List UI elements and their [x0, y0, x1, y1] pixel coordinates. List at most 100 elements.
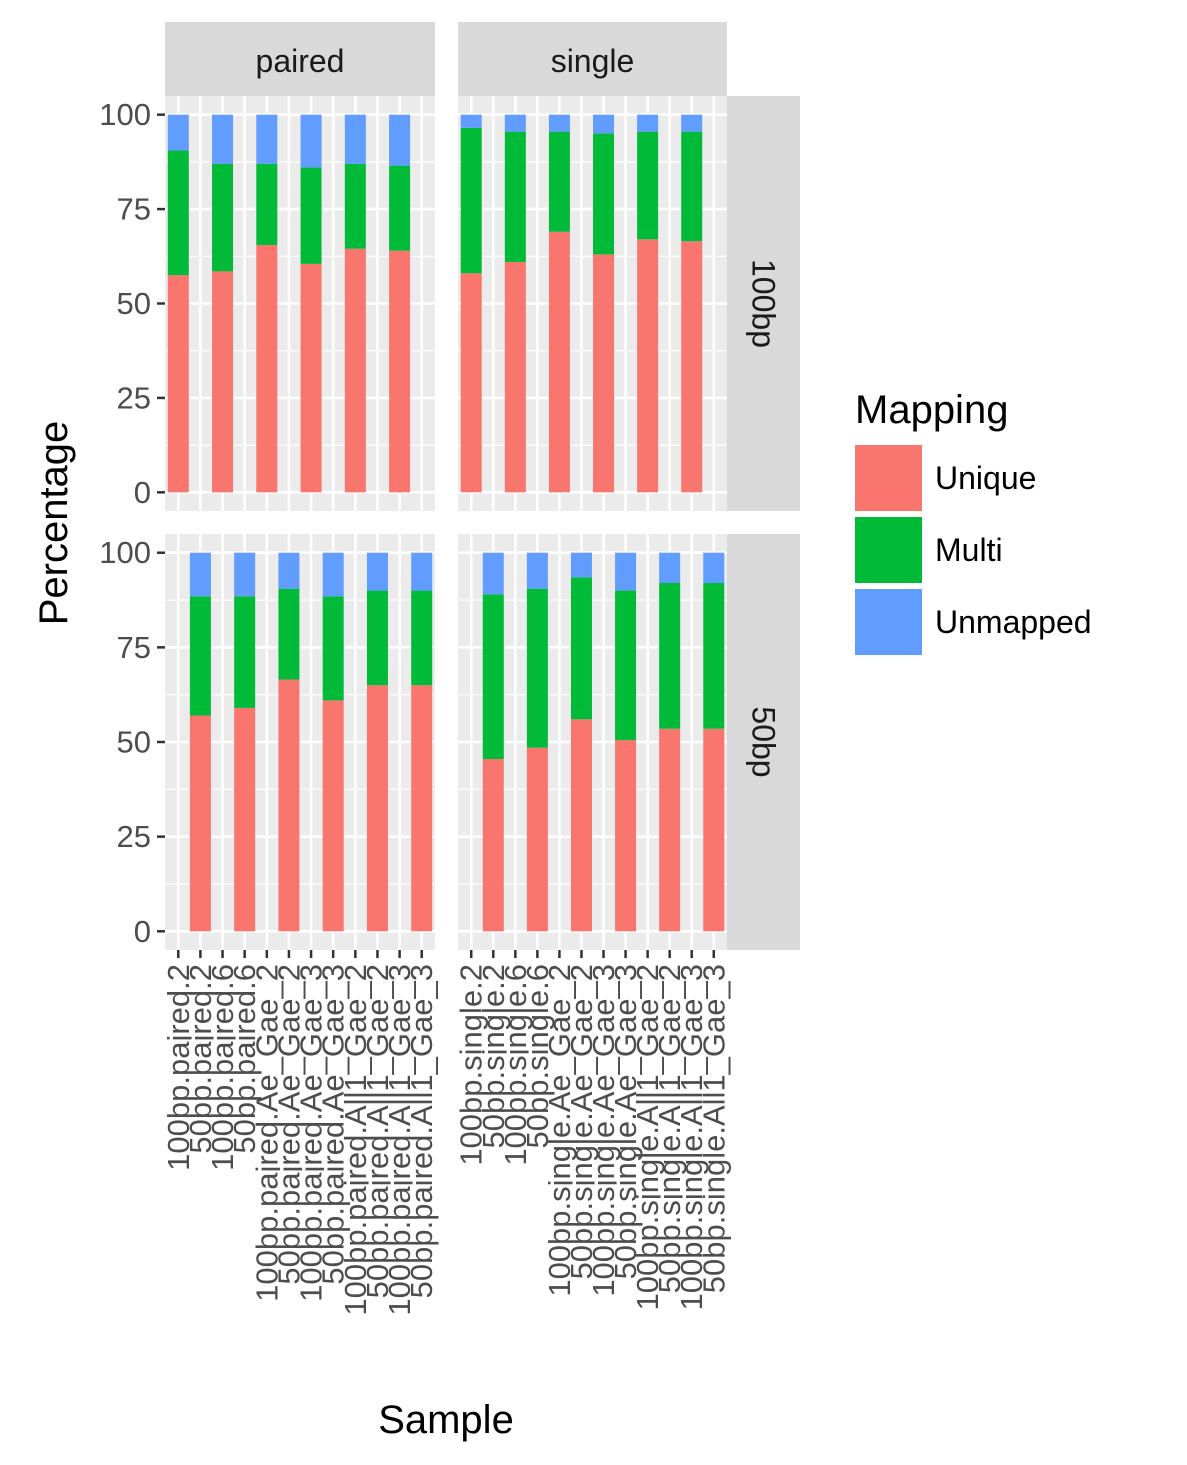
bar-segment-unique — [482, 759, 504, 932]
bar-segment-unique — [615, 740, 637, 932]
bar-segment-unique — [703, 728, 725, 932]
bar-segment-unique — [300, 263, 322, 493]
legend-label-unmapped: Unmapped — [935, 604, 1092, 640]
x-tick-label: 50bp.paired.All1_Gae_3 — [404, 964, 439, 1298]
bar-segment-unique — [504, 261, 526, 493]
panel-100bp-single — [458, 96, 727, 511]
x-tick-label: 100bp.paired.All1_Gae_3 — [382, 964, 417, 1316]
bar-segment-unmapped — [482, 552, 504, 595]
x-tick-label: 50bp.single.All1_Gae_3 — [696, 964, 731, 1293]
x-tick-label: 50bp.paired.2 — [183, 964, 218, 1154]
bar-segment-unmapped — [548, 114, 570, 132]
x-tick-label: 100bp.single.6 — [498, 964, 533, 1166]
x-axis-title: Sample — [378, 1398, 514, 1442]
bar-segment-unique — [234, 707, 256, 932]
bar-segment-unmapped — [615, 552, 637, 591]
bar-segment-unique — [212, 271, 234, 493]
x-tick-label: 100bp.single.Ae_Gae_2 — [542, 964, 577, 1297]
bar-segment-unmapped — [681, 114, 703, 132]
y-tick-label: 25 — [117, 819, 151, 854]
x-tick-label: 100bp.paired.All1_Gae_2 — [338, 964, 373, 1316]
bar-segment-unmapped — [703, 552, 725, 584]
bar-segment-unique — [659, 728, 681, 932]
x-tick-label: 100bp.single.All1_Gae_3 — [674, 964, 709, 1310]
bar-segment-unmapped — [300, 114, 322, 168]
bar-segment-multi — [659, 583, 681, 729]
bar-segment-multi — [344, 163, 366, 249]
bar-segment-unmapped — [460, 114, 482, 128]
bar-segment-multi — [703, 583, 725, 729]
x-tick-label: 50bp.paired.All1_Gae_2 — [360, 964, 395, 1298]
bar-segment-unmapped — [526, 552, 548, 589]
y-tick-label: 25 — [117, 380, 151, 415]
bar-segment-unique — [460, 273, 482, 493]
facet-strip-paired — [165, 22, 435, 96]
bar-segment-multi — [167, 150, 189, 276]
bar-segment-unique — [344, 248, 366, 493]
x-tick-label: 100bp.paired.6 — [205, 964, 240, 1171]
legend-title: Mapping — [855, 388, 1008, 432]
bar-segment-unmapped — [411, 552, 433, 591]
bar-segment-multi — [482, 594, 504, 760]
bar-segment-unique — [526, 747, 548, 932]
x-tick-label: 50bp.single.Ae_Gae_3 — [608, 964, 643, 1279]
x-tick-label: 50bp.paired.6 — [227, 964, 262, 1154]
x-tick-label: 50bp.single.2 — [476, 964, 511, 1148]
facet-label-paired: paired — [256, 43, 345, 79]
x-tick-label: 100bp.paired.Ae_Gae_2 — [249, 964, 284, 1302]
x-tick-label: 100bp.paired.Ae_Gae_3 — [294, 964, 329, 1302]
bar-segment-multi — [256, 163, 278, 245]
bar-segment-multi — [300, 167, 322, 264]
bar-segment-multi — [212, 163, 234, 272]
bar-segment-multi — [389, 165, 411, 251]
x-tick-label: 50bp.single.All1_Gae_2 — [652, 964, 687, 1293]
bar-segment-unmapped — [570, 552, 592, 578]
bar-segment-multi — [322, 596, 344, 701]
x-tick-label: 100bp.paired.2 — [161, 964, 196, 1171]
x-tick-label: 100bp.single.2 — [454, 964, 489, 1166]
facet-strip-single — [458, 22, 727, 96]
x-tick-label: 50bp.single.Ae_Gae_2 — [564, 964, 599, 1279]
facet-label-single: single — [551, 43, 635, 79]
bar-segment-multi — [366, 590, 388, 686]
bar-segment-unmapped — [637, 114, 659, 132]
facet-strip-50bp — [727, 534, 800, 950]
y-tick-label: 0 — [134, 914, 151, 949]
bar-segment-unique — [366, 685, 388, 932]
y-tick-label: 50 — [117, 286, 151, 321]
bar-segment-unique — [637, 239, 659, 493]
bar-segment-unique — [548, 231, 570, 493]
bar-segment-unmapped — [212, 114, 234, 164]
bar-segment-unmapped — [256, 114, 278, 164]
bar-segment-multi — [278, 588, 300, 680]
legend-label-unique: Unique — [935, 460, 1036, 496]
bar-segment-unique — [389, 250, 411, 493]
bar-segment-multi — [504, 131, 526, 262]
bar-segment-unique — [167, 275, 189, 493]
bar-segment-unique — [681, 241, 703, 493]
bar-segment-multi — [460, 127, 482, 274]
bar-segment-multi — [593, 133, 615, 255]
bar-segment-multi — [526, 588, 548, 748]
bar-segment-unmapped — [593, 114, 615, 134]
x-tick-label: 100bp.single.All1_Gae_2 — [630, 964, 665, 1310]
bar-segment-unmapped — [234, 552, 256, 597]
bar-segment-multi — [681, 131, 703, 242]
bar-segment-multi — [411, 590, 433, 686]
facet-label-50bp: 50bp — [746, 706, 782, 777]
bar-segment-unique — [593, 254, 615, 493]
bar-segment-unique — [256, 244, 278, 493]
x-tick-label: 100bp.single.Ae_Gae_3 — [586, 964, 621, 1297]
bar-segment-unmapped — [344, 114, 366, 164]
panel-50bp-paired — [165, 534, 435, 950]
bar-segment-unmapped — [389, 114, 411, 166]
y-tick-label: 100 — [99, 97, 151, 132]
bar-segment-multi — [548, 131, 570, 232]
facet-strip-100bp — [727, 96, 800, 511]
y-tick-label: 75 — [117, 192, 151, 227]
bar-segment-unmapped — [322, 552, 344, 597]
facet-label-100bp: 100bp — [746, 259, 782, 348]
bar-segment-unique — [278, 679, 300, 932]
y-tick-label: 50 — [117, 725, 151, 760]
